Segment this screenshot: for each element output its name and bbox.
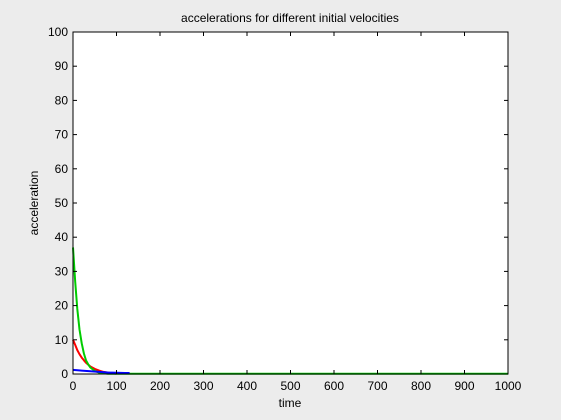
- y-tick-label: 40: [55, 230, 69, 244]
- y-tick-label: 50: [55, 196, 69, 210]
- plot-area: [73, 32, 508, 374]
- x-tick-label: 700: [367, 379, 387, 393]
- y-tick-label: 70: [55, 128, 69, 142]
- y-tick-label: 90: [55, 59, 69, 73]
- x-tick-label: 0: [70, 379, 77, 393]
- tick-layer: 0 100 200 300 400 500 600 700 800 900 1000 0 10 20 30 4…: [48, 25, 522, 393]
- y-axis-label: acceleration: [27, 171, 41, 236]
- series-layer: [72, 247, 508, 375]
- x-tick-label: 500: [280, 379, 300, 393]
- x-tick-label: 400: [237, 379, 257, 393]
- y-tick-label: 20: [55, 299, 69, 313]
- x-tick-label: 100: [106, 379, 126, 393]
- y-tick-label: 60: [55, 162, 69, 176]
- series-line-2: [72, 247, 508, 375]
- x-tick-label: 200: [150, 379, 170, 393]
- x-tick-label: 1000: [495, 379, 522, 393]
- chart-title: accelerations for different initial velo…: [181, 11, 399, 25]
- x-tick-label: 900: [454, 379, 474, 393]
- x-tick-label: 300: [193, 379, 213, 393]
- series-line-3: [72, 368, 130, 374]
- x-tick-label: 600: [324, 379, 344, 393]
- y-tick-label: 80: [55, 93, 69, 107]
- x-tick-label: 800: [411, 379, 431, 393]
- y-tick-label: 100: [48, 25, 68, 39]
- y-tick-label: 10: [55, 333, 69, 347]
- y-tick-label: 0: [61, 367, 68, 381]
- x-axis-label: time: [279, 396, 302, 410]
- y-tick-label: 30: [55, 264, 69, 278]
